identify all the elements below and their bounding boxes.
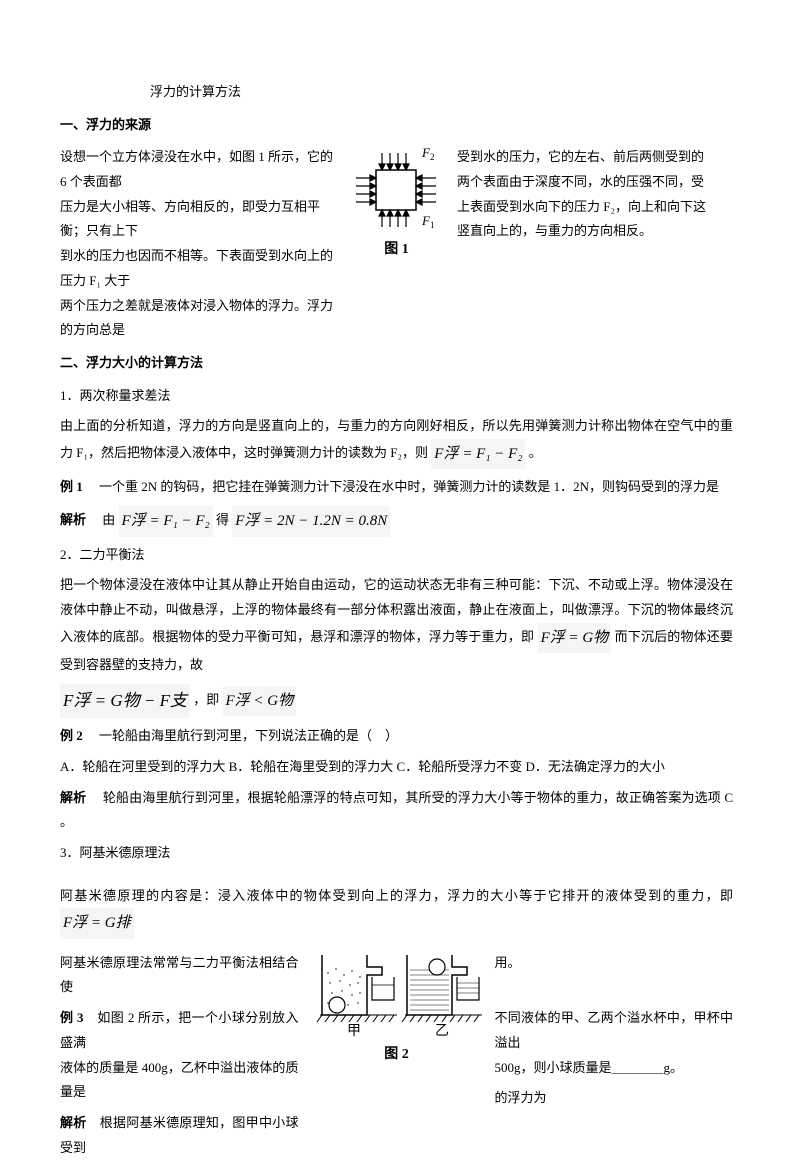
section1-text-right: 受到水的压力，它的左右、前后两侧受到的 两个表面由于深度不同，水的压强不同，受 …: [457, 145, 733, 244]
doc-title: 浮力的计算方法: [150, 80, 733, 105]
figure-2: 甲 乙 图 2: [307, 945, 487, 1069]
example1-text: 一个重 2N 的钩码，把它挂在弹簧测力计下浸没在水中时，弹簧测力计的读数是 1．…: [99, 479, 719, 494]
method1-text: 由上面的分析知道，浮力的方向是竖直向上的，与重力的方向刚好相反，所以先用弹簧测力…: [60, 418, 733, 460]
method1-para: 由上面的分析知道，浮力的方向是竖直向上的，与重力的方向刚好相反，所以先用弹簧测力…: [60, 414, 733, 469]
example3-text-left: 如图 2 所示，把一个小球分别放入盛满 液体的质量是 400g，乙杯中溢出液体的…: [60, 1010, 299, 1099]
example3-text-right: 不同液体的甲、乙两个溢水杯中，甲杯中溢出 500g，则小球质量是＿＿＿＿g。: [495, 1010, 734, 1074]
example2-ans-text: 轮船由海里航行到河里，根据轮船漂浮的特点可知，其所受的浮力大小等于物体的重力，故…: [60, 790, 733, 830]
method3-combine-left: 阿基米德原理法常常与二力平衡法相结合使: [60, 951, 299, 1000]
example1-ans-pre: 由: [102, 512, 115, 527]
example1-ans-label: 解析: [60, 512, 86, 527]
example1: 例 1 一个重 2N 的钩码，把它挂在弹簧测力计下浸没在水中时，弹簧测力计的读数…: [60, 475, 733, 500]
example1-ans-mid: 得: [216, 512, 229, 527]
example2: 例 2 一轮船由海里航行到河里，下列说法正确的是（ ）: [60, 724, 733, 749]
method3-left-col: 阿基米德原理法常常与二力平衡法相结合使 例 3 如图 2 所示，把一个小球分别放…: [60, 945, 299, 1166]
example3-ans-text-left: 根据阿基米德原理知，图甲中小球受到: [60, 1115, 298, 1155]
method2-formula-line: F浮 = G物 − F支 ，即 F浮 < G物: [60, 684, 733, 718]
figure-1-caption: 图 1: [344, 237, 449, 264]
example3-left: 例 3 如图 2 所示，把一个小球分别放入盛满 液体的质量是 400g，乙杯中溢…: [60, 1006, 299, 1105]
figure-2-caption: 图 2: [307, 1042, 487, 1069]
example1-ans-f2: F浮 = 2N − 1.2N = 0.8N: [232, 506, 390, 537]
method3-text: 阿基米德原理的内容是：浸入液体中的物体受到向上的浮力，浮力的大小等于它排开的液体…: [60, 888, 733, 903]
example2-ans-label: 解析: [60, 790, 86, 805]
method3-figure-row: 阿基米德原理法常常与二力平衡法相结合使 例 3 如图 2 所示，把一个小球分别放…: [60, 945, 733, 1166]
section1-text-left: 设想一个立方体浸没在水中，如图 1 所示，它的 6 个表面都 压力是大小相等、方…: [60, 145, 336, 343]
method1-heading: 1．两次称量求差法: [60, 384, 733, 409]
fig2-right-label: 乙: [435, 1023, 449, 1039]
example3-ans-label: 解析: [60, 1115, 87, 1130]
example2-label: 例 2: [60, 728, 83, 743]
method3-heading: 3．阿基米德原理法: [60, 841, 733, 866]
example2-answer: 解析 轮船由海里航行到河里，根据轮船漂浮的特点可知，其所受的浮力大小等于物体的重…: [60, 786, 733, 835]
example3-ans-left: 解析 根据阿基米德原理知，图甲中小球受到: [60, 1111, 299, 1160]
example1-ans-f1: F浮 = F₁ − F₂: [119, 506, 213, 537]
example3-right: 不同液体的甲、乙两个溢水杯中，甲杯中溢出 500g，则小球质量是＿＿＿＿g。: [495, 981, 734, 1080]
section1-heading: 一、浮力的来源: [60, 113, 733, 138]
section1-body: 设想一个立方体浸没在水中，如图 1 所示，它的 6 个表面都 压力是大小相等、方…: [60, 145, 733, 343]
method3-f1: F浮 = G排: [60, 908, 134, 939]
method2-para: 把一个物体浸没在液体中让其从静止开始自由运动，它的运动状态无非有三种可能：下沉、…: [60, 573, 733, 678]
method1-formula: F浮 = F₁ − F₂: [431, 439, 525, 470]
method2-mid2: ，即: [193, 692, 219, 707]
example1-label: 例 1: [60, 479, 83, 494]
method2-heading: 2．二力平衡法: [60, 543, 733, 568]
method2-f3: F浮 < G物: [223, 686, 297, 717]
example3-ans-right: 的浮力为: [495, 1086, 734, 1111]
example2-text: 一轮船由海里航行到河里，下列说法正确的是（ ）: [99, 728, 398, 743]
method3-right-col: 用。 不同液体的甲、乙两个溢水杯中，甲杯中溢出 500g，则小球质量是＿＿＿＿g…: [495, 945, 734, 1117]
method3-combine-right: 用。: [495, 951, 734, 976]
method3-para: 阿基米德原理的内容是：浸入液体中的物体受到向上的浮力，浮力的大小等于它排开的液体…: [60, 884, 733, 939]
method2-f1: F浮 = G物: [538, 623, 612, 654]
method2-f2: F浮 = G物 − F支: [60, 684, 190, 718]
example1-answer: 解析 由 F浮 = F₁ − F₂ 得 F浮 = 2N − 1.2N = 0.8…: [60, 506, 733, 537]
figure-1: F2 F1 图 1: [344, 145, 449, 264]
svg-text:2: 2: [430, 152, 435, 162]
section2-heading: 二、浮力大小的计算方法: [60, 351, 733, 376]
example3-label: 例 3: [60, 1010, 84, 1025]
fig2-left-label: 甲: [347, 1024, 361, 1039]
example2-options: A．轮船在河里受到的浮力大 B．轮船在海里受到的浮力大 C．轮船所受浮力不变 D…: [60, 755, 733, 780]
svg-text:1: 1: [430, 220, 435, 230]
